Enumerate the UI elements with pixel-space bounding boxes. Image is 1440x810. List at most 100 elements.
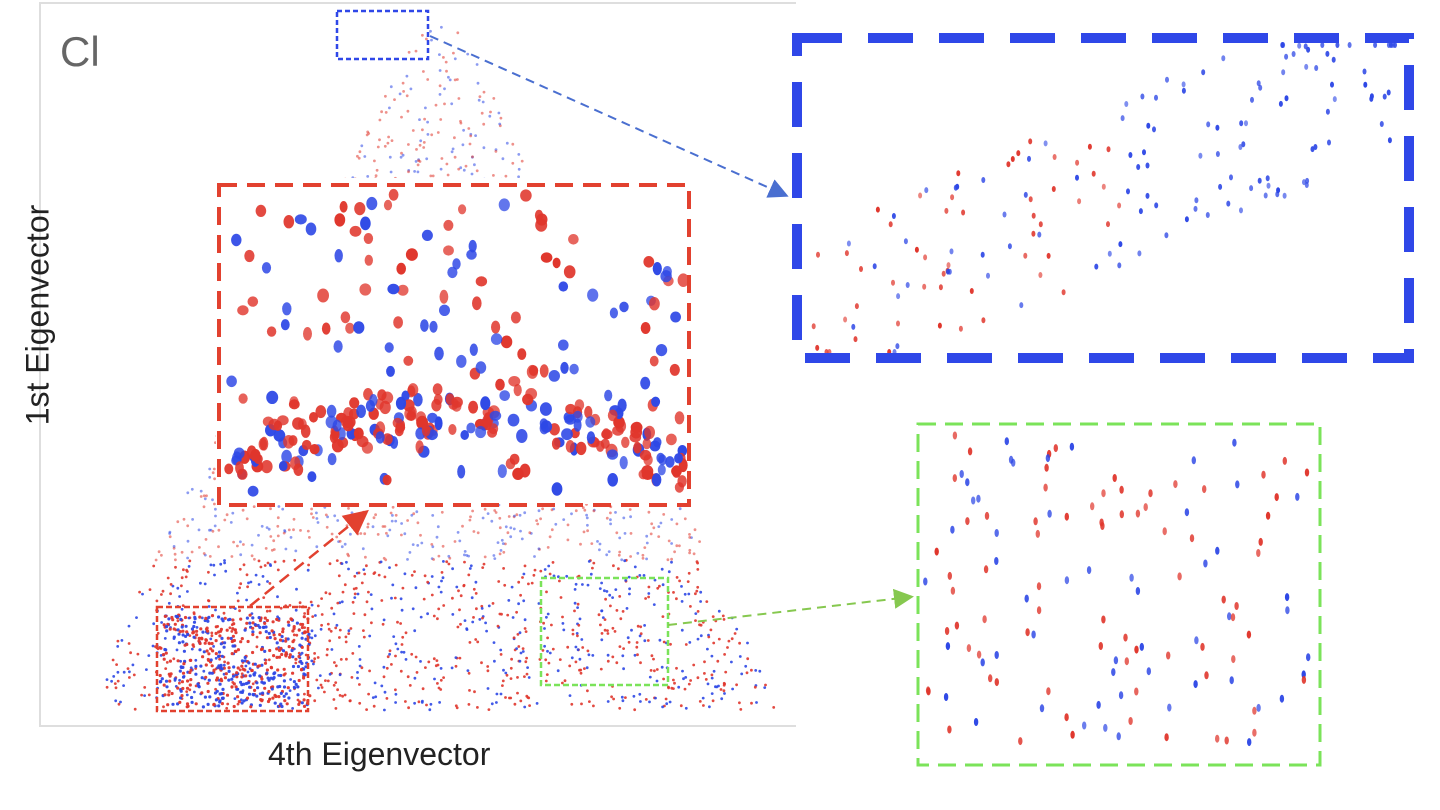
red-point — [753, 685, 757, 689]
blue-point — [199, 581, 202, 585]
red-point — [162, 657, 166, 661]
red-point — [471, 155, 474, 159]
red-point — [213, 502, 216, 506]
blue-point — [279, 691, 283, 696]
blue-point — [428, 708, 432, 712]
blue-point — [507, 599, 511, 602]
red-point — [168, 627, 172, 631]
blue-point — [203, 582, 207, 586]
red-point — [168, 659, 172, 663]
blue-point — [437, 585, 441, 589]
red-point — [453, 155, 457, 159]
red-point — [547, 661, 551, 665]
red-point — [381, 622, 385, 626]
red-point — [712, 641, 716, 645]
red-point — [197, 636, 201, 641]
blue-point — [546, 649, 549, 653]
red-point — [234, 631, 238, 635]
red-point — [707, 635, 711, 639]
red-point — [539, 364, 549, 378]
blue-point — [184, 624, 188, 628]
blue-point — [266, 580, 269, 583]
red-point — [302, 698, 306, 702]
red-point — [675, 522, 679, 526]
blue-point — [625, 607, 629, 610]
red-point — [231, 618, 235, 622]
red-point — [283, 699, 287, 703]
red-point — [205, 626, 209, 630]
red-point — [711, 615, 715, 618]
red-point — [604, 597, 607, 601]
blue-point — [116, 670, 120, 674]
blue-point — [463, 553, 466, 557]
red-point — [236, 544, 239, 548]
blue-point — [258, 703, 262, 708]
red-point — [385, 531, 388, 535]
blue-point — [386, 534, 390, 538]
red-point — [618, 550, 622, 554]
red-point — [319, 683, 323, 687]
red-point — [323, 690, 326, 694]
red-point — [508, 376, 521, 387]
blue-point — [609, 522, 612, 526]
blue-point — [986, 272, 990, 279]
red-point — [649, 297, 660, 311]
blue-point — [199, 664, 203, 668]
red-point — [726, 646, 729, 649]
red-point — [180, 576, 184, 580]
blue-point — [230, 677, 234, 681]
red-point — [327, 627, 331, 631]
red-point — [467, 573, 471, 577]
red-point — [425, 37, 428, 41]
blue-point — [1382, 93, 1387, 100]
red-point — [396, 620, 399, 624]
red-point — [456, 78, 459, 81]
blue-point — [1118, 241, 1123, 248]
red-point — [552, 257, 561, 269]
red-point — [163, 693, 167, 697]
red-point — [204, 663, 208, 667]
blue-point — [545, 615, 548, 619]
red-point — [380, 599, 384, 602]
blue-point — [450, 150, 454, 154]
blue-point — [502, 668, 505, 672]
blue-point — [295, 587, 298, 591]
red-point — [675, 576, 679, 579]
red-point — [363, 572, 367, 576]
red-point — [143, 686, 147, 689]
blue-point — [330, 648, 334, 651]
red-point — [446, 173, 450, 177]
blue-point — [221, 687, 225, 692]
blue-point — [1184, 508, 1190, 517]
red-point — [316, 604, 320, 608]
red-point — [478, 95, 482, 98]
red-point — [384, 111, 388, 114]
red-point — [252, 505, 256, 508]
blue-point — [438, 53, 441, 56]
blue-point — [360, 144, 364, 148]
blue-point — [699, 600, 702, 603]
blue-point — [548, 651, 552, 655]
blue-point — [683, 592, 687, 596]
blue-point — [543, 644, 546, 648]
red-point — [521, 576, 524, 579]
blue-point — [291, 707, 294, 710]
blue-point — [300, 651, 304, 655]
red-point — [242, 543, 245, 546]
red-point — [263, 564, 267, 567]
blue-point — [430, 38, 433, 42]
red-point — [413, 570, 416, 573]
red-point — [230, 685, 234, 689]
red-point — [251, 621, 255, 625]
red-point — [394, 688, 397, 692]
blue-point — [521, 650, 525, 653]
blue-point — [667, 570, 671, 574]
red-point — [215, 676, 219, 680]
red-point — [362, 635, 366, 639]
blue-point — [681, 669, 684, 673]
blue-point — [632, 694, 636, 698]
blue-point — [261, 625, 265, 630]
blue-point — [280, 704, 284, 709]
blue-point — [462, 168, 466, 172]
